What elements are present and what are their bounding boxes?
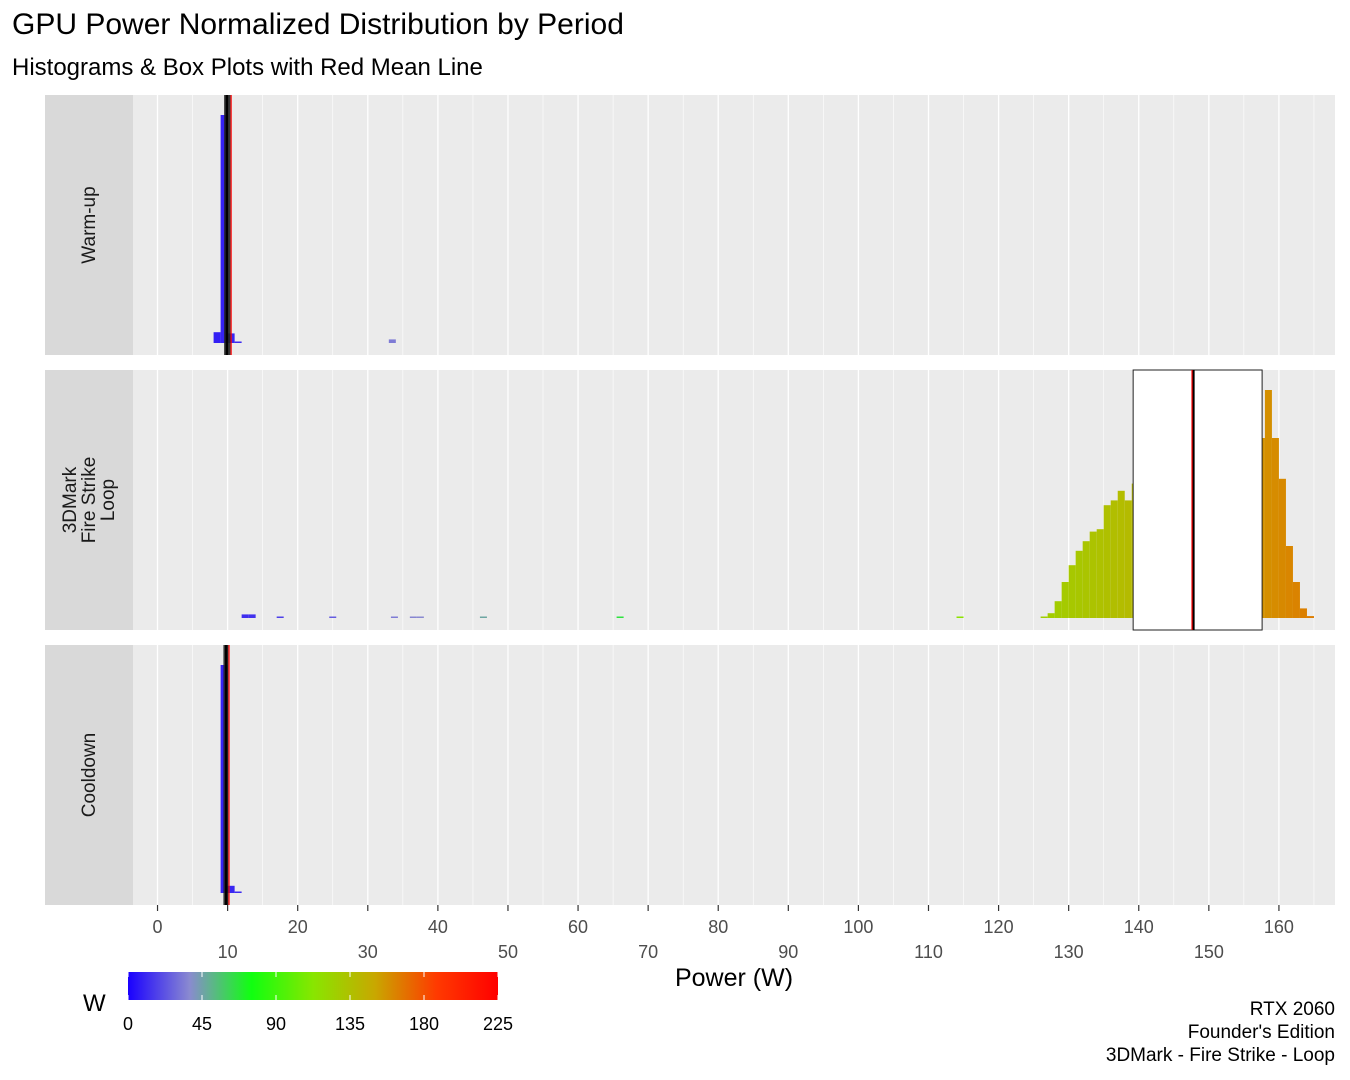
histogram-bar [227, 885, 235, 893]
x-tick-label: 0 [153, 917, 163, 937]
histogram-bar [1075, 550, 1083, 618]
histogram-bar [1271, 438, 1279, 618]
histogram-bar [1054, 601, 1062, 618]
colorbar-tick-label: 135 [335, 1014, 365, 1034]
colorbar-tick-label: 225 [483, 1014, 513, 1034]
histogram-bar [1103, 505, 1111, 618]
x-tick-label: 130 [1054, 942, 1084, 962]
panel-background [133, 95, 1335, 355]
histogram-bar [1068, 565, 1076, 618]
x-tick-label: 150 [1194, 942, 1224, 962]
histogram-bar [479, 616, 487, 618]
histogram-bar [1306, 616, 1314, 618]
x-tick-label: 100 [843, 917, 873, 937]
histogram-bar [1285, 546, 1293, 618]
histogram-bar [1047, 613, 1055, 618]
colorbar-title: W [83, 990, 106, 1017]
histogram-bar [1292, 582, 1300, 618]
chart-title: GPU Power Normalized Distribution by Per… [12, 8, 624, 41]
histogram-bar [241, 614, 249, 618]
x-tick-label: 40 [428, 917, 448, 937]
histogram-bar [956, 616, 964, 618]
histogram-bar [213, 332, 221, 343]
panel-background [133, 645, 1335, 905]
histogram-bar [1089, 531, 1097, 618]
histogram-bar [1124, 500, 1132, 618]
histogram-bar [1082, 541, 1090, 618]
histogram-bar [248, 614, 256, 618]
panel-strip [45, 95, 133, 355]
panel-strip [45, 370, 133, 630]
colorbar [128, 972, 498, 1000]
x-tick-label: 20 [288, 917, 308, 937]
histogram-bar [329, 616, 337, 618]
histogram-bar [388, 339, 396, 343]
histogram-bar [276, 616, 284, 618]
histogram-bar [1040, 616, 1048, 618]
panel-label: 3DMarkFire StrikeLoop [60, 457, 119, 544]
caption-line-edition: Founder's Edition [1187, 1022, 1335, 1043]
histogram-bar [1061, 582, 1069, 618]
histogram-bar [409, 616, 417, 618]
caption: RTX 2060 Founder's Edition 3DMark - Fire… [1106, 998, 1335, 1067]
panel-label: Cooldown [79, 733, 100, 818]
x-axis-label: Power (W) [674, 964, 794, 992]
x-tick-label: 120 [984, 917, 1014, 937]
panel-strip [45, 645, 133, 905]
x-tick-label: 50 [498, 942, 518, 962]
panel-label: Warm-up [79, 186, 100, 263]
histogram-bar [1096, 529, 1104, 618]
histogram-bar [390, 616, 398, 618]
x-tick-label: 80 [708, 917, 728, 937]
colorbar-tick-label: 0 [123, 1014, 133, 1034]
x-tick-label: 30 [358, 942, 378, 962]
x-tick-label: 90 [778, 942, 798, 962]
histogram-bar [234, 341, 242, 343]
histogram-bar [1299, 608, 1307, 618]
chart-subtitle: Histograms & Box Plots with Red Mean Lin… [12, 54, 483, 81]
histogram-bar [234, 891, 242, 893]
histogram-bar [416, 616, 424, 618]
histogram-bar [1110, 500, 1118, 618]
x-tick-label: 10 [218, 942, 238, 962]
histogram-bar [616, 616, 624, 618]
box-plot-box [1132, 369, 1263, 631]
x-tick-label: 110 [914, 942, 943, 962]
colorbar-tick-label: 90 [266, 1014, 286, 1034]
caption-line-benchmark: 3DMark - Fire Strike - Loop [1105, 1045, 1335, 1066]
x-tick-label: 160 [1264, 917, 1294, 937]
caption-line-gpu: RTX 2060 [1249, 999, 1335, 1020]
x-tick-label: 60 [568, 917, 588, 937]
histogram-bar [1117, 490, 1125, 618]
histogram-bar [1278, 478, 1286, 618]
x-tick-label: 70 [638, 942, 658, 962]
colorbar-tick-label: 45 [192, 1014, 212, 1034]
x-tick-label: 140 [1124, 917, 1154, 937]
histogram-bar [1264, 390, 1272, 618]
colorbar-tick-label: 180 [409, 1014, 439, 1034]
